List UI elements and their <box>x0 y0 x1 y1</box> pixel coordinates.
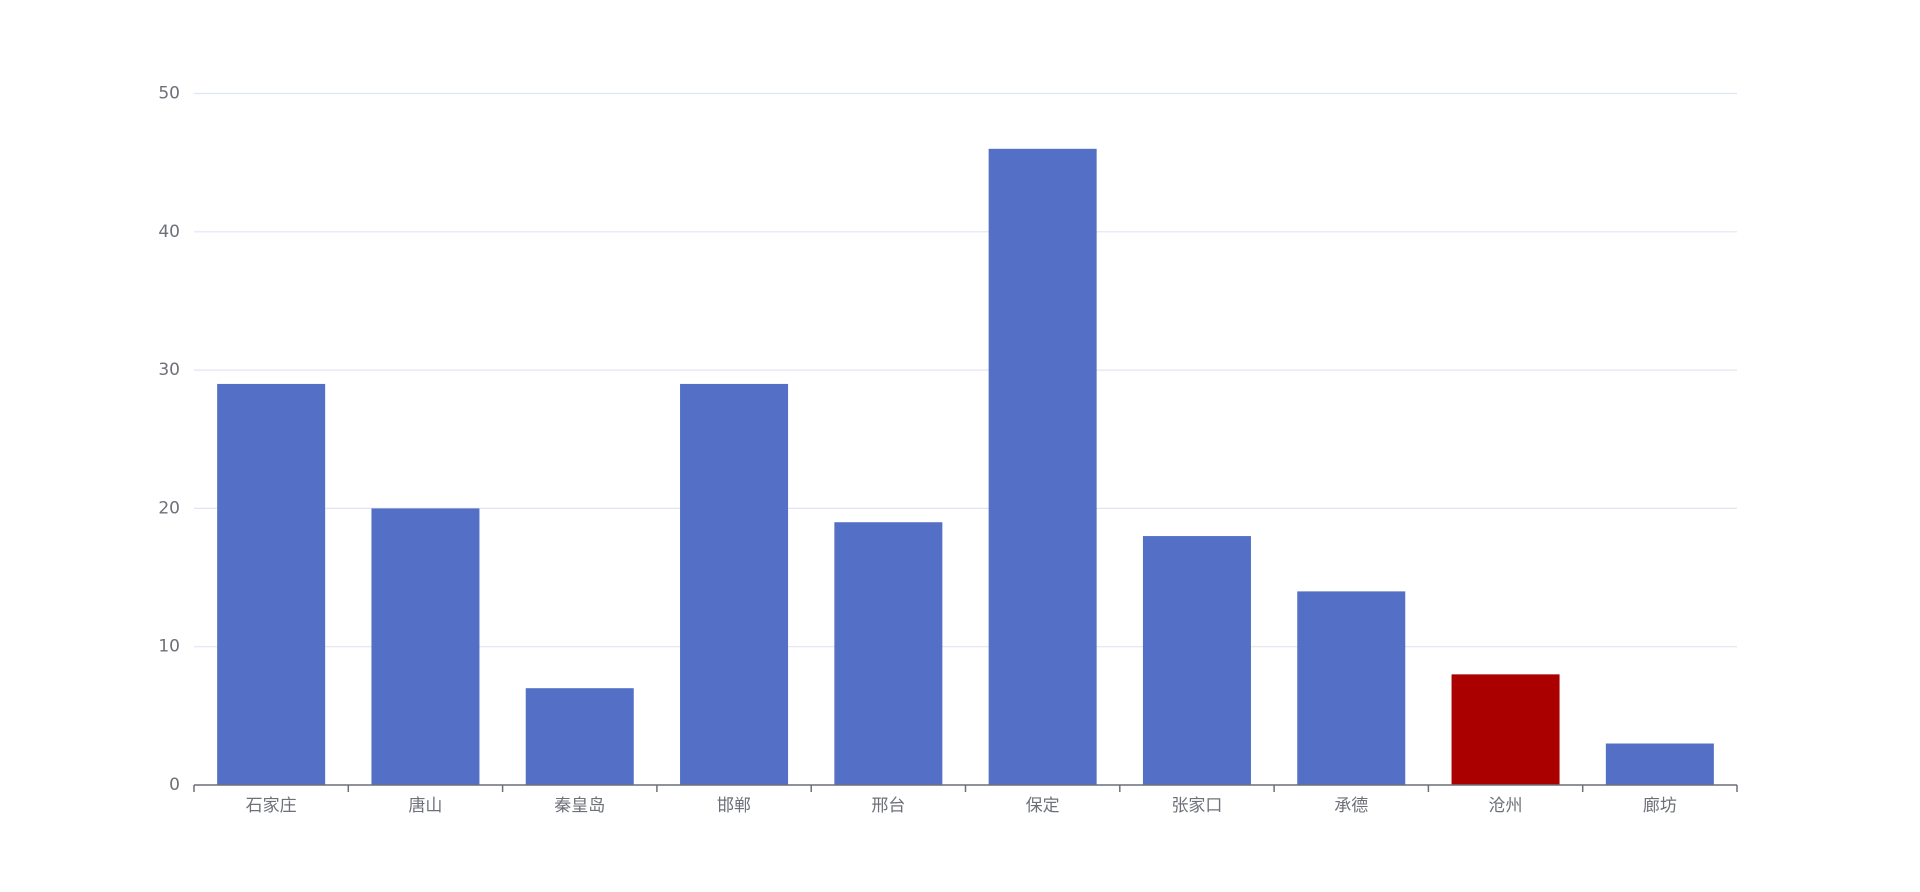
bar <box>1605 743 1714 785</box>
bar <box>1142 536 1251 785</box>
y-tick-label: 10 <box>158 637 180 657</box>
x-tick-label: 保定 <box>1026 796 1060 816</box>
bar <box>1297 591 1406 785</box>
x-tick-label: 邯郸 <box>717 796 751 816</box>
bar <box>1451 674 1560 785</box>
bar <box>988 148 1097 785</box>
x-tick-label: 沧州 <box>1489 796 1523 816</box>
x-tick-label: 张家口 <box>1171 796 1222 816</box>
x-tick-label: 唐山 <box>408 795 442 816</box>
y-tick-label: 20 <box>158 498 180 518</box>
bar <box>217 383 326 785</box>
y-tick-label: 40 <box>158 222 180 242</box>
y-tick-label: 0 <box>169 775 180 795</box>
y-tick-label: 50 <box>158 84 180 104</box>
bar <box>525 688 634 785</box>
x-tick-label: 石家庄 <box>246 796 297 816</box>
x-tick-label: 廊坊 <box>1643 796 1677 816</box>
bar <box>834 522 943 785</box>
x-tick-label: 承德 <box>1334 796 1368 816</box>
y-tick-label: 30 <box>158 360 180 380</box>
x-tick-label: 秦皇岛 <box>554 796 605 816</box>
x-tick-label: 邢台 <box>871 796 905 816</box>
bar <box>371 508 480 785</box>
bar <box>680 383 789 785</box>
